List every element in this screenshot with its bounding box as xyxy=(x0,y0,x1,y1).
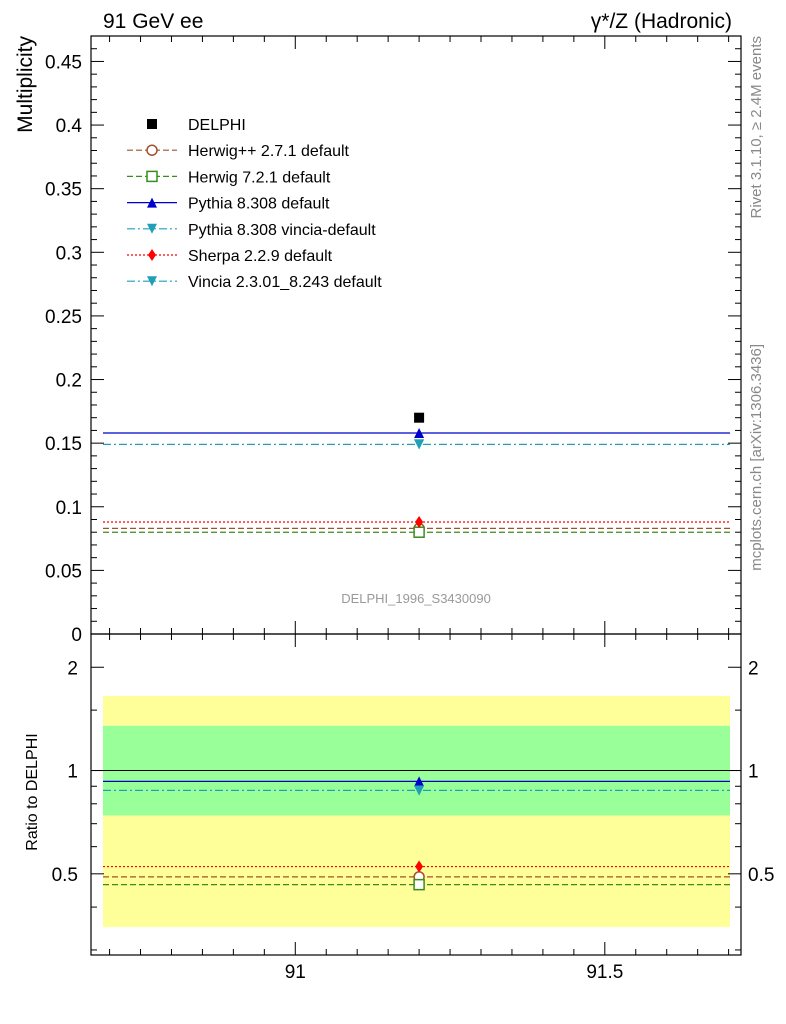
ratio-y-tick-label: 1 xyxy=(67,762,78,783)
main-y-tick-label: 0.15 xyxy=(45,434,82,455)
ratio-series-marker xyxy=(414,776,425,787)
main-series-marker xyxy=(415,516,424,529)
legend-label: Herwig 7.2.1 default xyxy=(188,169,331,186)
legend-label: Herwig++ 2.7.1 default xyxy=(188,143,350,160)
ratio-series-marker xyxy=(414,785,425,796)
legend-marker xyxy=(147,276,157,287)
main-y-axis-label: Multiplicity xyxy=(14,36,37,133)
main-y-tick-label: 0.05 xyxy=(45,561,82,582)
ratio-y-tick-label: 2 xyxy=(67,658,78,679)
ratio-y-tick-label-right: 2 xyxy=(748,658,759,679)
mcplots-label: mcplots.cern.ch [arXiv:1306.3436] xyxy=(748,344,765,571)
main-series-marker xyxy=(413,526,425,538)
main-series-marker xyxy=(414,427,425,438)
ratio-y-axis-label: Ratio to DELPHI xyxy=(24,733,41,850)
legend: DELPHI Herwig++ 2.7.1 default Herwig 7.2.1… xyxy=(127,117,382,291)
ratio-y-tick-label-right: 1 xyxy=(748,762,759,783)
main-y-tick-label: 0.2 xyxy=(56,371,82,392)
main-y-tick-label: 0.4 xyxy=(56,116,83,137)
main-y-tick-label: 0.1 xyxy=(56,498,82,519)
legend-marker xyxy=(147,197,157,208)
chart-header-right: γ*/Z (Hadronic) xyxy=(591,10,732,33)
main-series-marker xyxy=(414,439,425,450)
main-y-tick-label: 0.35 xyxy=(45,180,82,201)
ratio-y-tick-label: 0.5 xyxy=(52,865,78,886)
legend-marker xyxy=(147,223,157,234)
rivet-version-label: Rivet 3.1.10, ≥ 2.4M events xyxy=(748,36,765,219)
main-panel: 0 0.05 0.1 0.15 0.2 0.25 0.3 0.35 0.4 0.45 xyxy=(45,35,742,646)
x-tick-label: 91.5 xyxy=(586,962,623,983)
ratio-series-marker xyxy=(415,860,424,873)
legend-label: Vincia 2.3.01_8.243 default xyxy=(188,274,382,291)
main-y-tick-label: 0.3 xyxy=(56,243,82,264)
main-y-tick-label: 0.25 xyxy=(45,307,82,328)
ratio-y-tick-label-right: 0.5 xyxy=(748,865,774,886)
legend-marker xyxy=(146,170,158,183)
x-tick-label: 91 xyxy=(285,962,306,983)
main-y-tick-label: 0.45 xyxy=(45,52,82,73)
main-data-point xyxy=(414,412,425,423)
legend-label: Pythia 8.308 vincia-default xyxy=(188,222,376,239)
ratio-frame xyxy=(90,633,742,956)
chart-header-left: 91 GeV ee xyxy=(103,10,203,33)
analysis-label: DELPHI_1996_S3430090 xyxy=(341,591,491,606)
ratio-panel: 0.5 0.5 1 1 2 2 91 91.5 xyxy=(52,633,774,983)
legend-marker-delphi xyxy=(147,119,157,129)
legend-label-delphi: DELPHI xyxy=(188,117,246,134)
legend-marker xyxy=(146,144,158,156)
legend-label: Pythia 8.308 default xyxy=(188,196,330,213)
legend-marker xyxy=(148,249,156,261)
main-y-tick-label: 0 xyxy=(71,625,82,646)
legend-label: Sherpa 2.2.9 default xyxy=(188,248,333,265)
ratio-series-marker xyxy=(413,878,425,891)
